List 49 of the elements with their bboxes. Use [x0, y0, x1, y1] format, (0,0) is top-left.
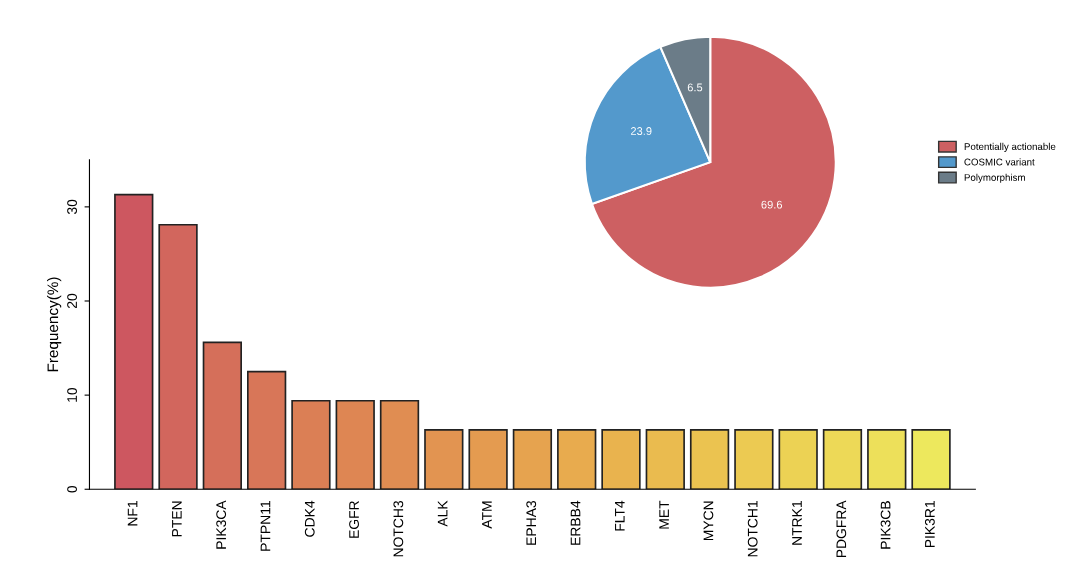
x-tick-label: MYCN	[703, 501, 714, 541]
bar	[734, 429, 774, 490]
bar	[335, 399, 375, 490]
x-tick-label: NF1	[127, 501, 138, 526]
bar	[822, 429, 863, 490]
x-tick-label: MET	[659, 500, 669, 529]
bar	[689, 429, 730, 490]
bar	[468, 429, 508, 490]
y-tick-label: 10	[67, 387, 77, 402]
legend-label: Potentially actionable	[964, 142, 1056, 152]
bar	[246, 370, 287, 490]
x-tick-label: PIK3R1	[924, 501, 935, 548]
x-tick-label: NOTCH1	[747, 501, 758, 557]
bar	[512, 429, 553, 490]
x-tick-label: PTEN	[172, 501, 182, 537]
x-tick-label: PDGFRA	[836, 500, 847, 558]
bar	[379, 399, 420, 490]
bar	[867, 429, 907, 490]
x-tick-label: NOTCH3	[393, 500, 404, 557]
bar	[424, 429, 464, 490]
x-tick-label: ALK	[437, 500, 448, 527]
bar	[158, 223, 198, 490]
bar	[601, 429, 641, 490]
y-tick-label: 30	[67, 199, 77, 215]
y-axis-title: Frequency(%)	[47, 277, 62, 372]
x-tick-label: EGFR	[349, 501, 359, 538]
x-tick-label: ATM	[482, 501, 492, 529]
bar	[291, 399, 331, 490]
legend-label: COSMIC variant	[964, 158, 1035, 166]
x-tick-label: FLT4	[615, 500, 625, 531]
x-tick-label: CDK4	[304, 500, 315, 537]
bar	[778, 429, 818, 490]
y-tick-label: 0	[67, 485, 77, 493]
bar	[557, 429, 597, 490]
x-tick-label: PIK3CB	[880, 501, 891, 549]
legend-label: Polymorphism	[964, 173, 1025, 183]
data-label: 23.9	[630, 127, 652, 135]
data-label: 6.5	[687, 83, 703, 92]
bar	[645, 429, 685, 490]
x-tick-label: EPHA3	[526, 500, 537, 545]
bar	[114, 193, 154, 490]
x-tick-label: NTRK1	[792, 501, 802, 545]
bar	[911, 429, 951, 490]
bar	[202, 341, 243, 490]
data-label: 69.6	[761, 200, 783, 209]
x-tick-label: PTPN11	[260, 501, 271, 551]
x-tick-label: PIK3CA	[216, 500, 227, 549]
x-tick-label: ERBB4	[570, 500, 581, 545]
y-tick-label: 20	[67, 293, 77, 309]
